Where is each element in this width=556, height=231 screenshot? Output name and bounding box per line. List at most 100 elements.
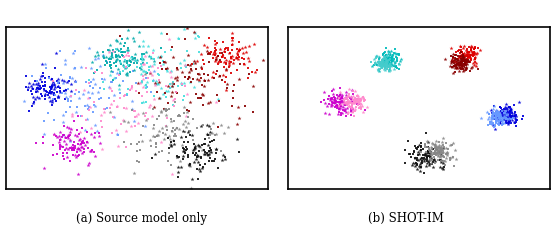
Point <box>374 69 383 72</box>
Point <box>430 151 439 155</box>
Point <box>393 57 402 60</box>
Point <box>376 61 385 65</box>
Point <box>45 92 54 96</box>
Point <box>443 152 451 155</box>
Point <box>48 81 57 85</box>
Point <box>429 148 438 151</box>
Point <box>204 152 213 156</box>
Point <box>336 94 345 97</box>
Point <box>134 45 143 48</box>
Point <box>460 52 469 55</box>
Point <box>193 177 202 181</box>
Point <box>436 153 445 156</box>
Point <box>504 106 513 109</box>
Point <box>453 67 461 70</box>
Point <box>502 111 510 115</box>
Point <box>370 63 379 67</box>
Point <box>448 58 457 62</box>
Point <box>498 116 507 120</box>
Point <box>239 63 248 67</box>
Point <box>216 75 225 79</box>
Point <box>389 63 398 67</box>
Point <box>375 64 384 67</box>
Point <box>440 160 449 164</box>
Point <box>122 49 131 53</box>
Point <box>351 99 360 103</box>
Point <box>115 55 124 59</box>
Point <box>214 63 222 67</box>
Point <box>207 159 216 163</box>
Point <box>466 49 475 53</box>
Point <box>41 81 50 85</box>
Point <box>177 82 186 86</box>
Point <box>153 55 162 59</box>
Point <box>174 170 183 174</box>
Point <box>185 76 193 80</box>
Point <box>453 58 462 61</box>
Point <box>59 139 68 143</box>
Point <box>383 58 391 61</box>
Point <box>163 90 172 94</box>
Point <box>157 46 166 50</box>
Point <box>174 128 183 131</box>
Point <box>448 144 457 148</box>
Point <box>427 155 436 159</box>
Point <box>201 150 210 154</box>
Point <box>130 53 139 57</box>
Point <box>490 105 499 109</box>
Point <box>486 120 495 123</box>
Point <box>381 56 390 59</box>
Point <box>211 132 220 136</box>
Point <box>221 69 230 72</box>
Point <box>86 150 95 154</box>
Point <box>66 76 75 80</box>
Point <box>105 58 114 61</box>
Point <box>123 47 132 51</box>
Point <box>451 65 460 69</box>
Point <box>446 62 455 66</box>
Point <box>449 141 458 145</box>
Point <box>470 57 479 61</box>
Point <box>342 97 351 101</box>
Point <box>436 147 445 151</box>
Point <box>431 160 440 164</box>
Point <box>138 77 147 81</box>
Point <box>452 58 461 61</box>
Point <box>454 50 463 54</box>
Point <box>388 57 396 61</box>
Point <box>168 83 177 86</box>
Point <box>420 142 429 146</box>
Point <box>461 54 470 58</box>
Point <box>463 48 471 52</box>
Point <box>191 158 200 162</box>
Point <box>68 112 77 116</box>
Point <box>476 116 485 120</box>
Point <box>94 132 103 136</box>
Point <box>196 125 205 128</box>
Point <box>70 149 78 152</box>
Point <box>393 60 402 63</box>
Point <box>384 70 393 74</box>
Point <box>432 147 441 151</box>
Point <box>374 62 383 65</box>
Point <box>173 37 182 41</box>
Point <box>471 61 480 64</box>
Point <box>383 59 391 63</box>
Point <box>114 68 123 71</box>
Point <box>128 55 137 59</box>
Point <box>202 124 211 128</box>
Point <box>440 160 449 164</box>
Point <box>150 58 159 61</box>
Point <box>448 66 456 70</box>
Point <box>383 61 391 64</box>
Point <box>331 100 340 103</box>
Point <box>211 56 220 60</box>
Point <box>102 106 111 110</box>
Point <box>206 127 215 131</box>
Point <box>495 114 504 118</box>
Point <box>220 51 229 55</box>
Point <box>354 100 363 104</box>
Point <box>191 152 200 155</box>
Point <box>204 153 213 157</box>
Point <box>56 138 64 142</box>
